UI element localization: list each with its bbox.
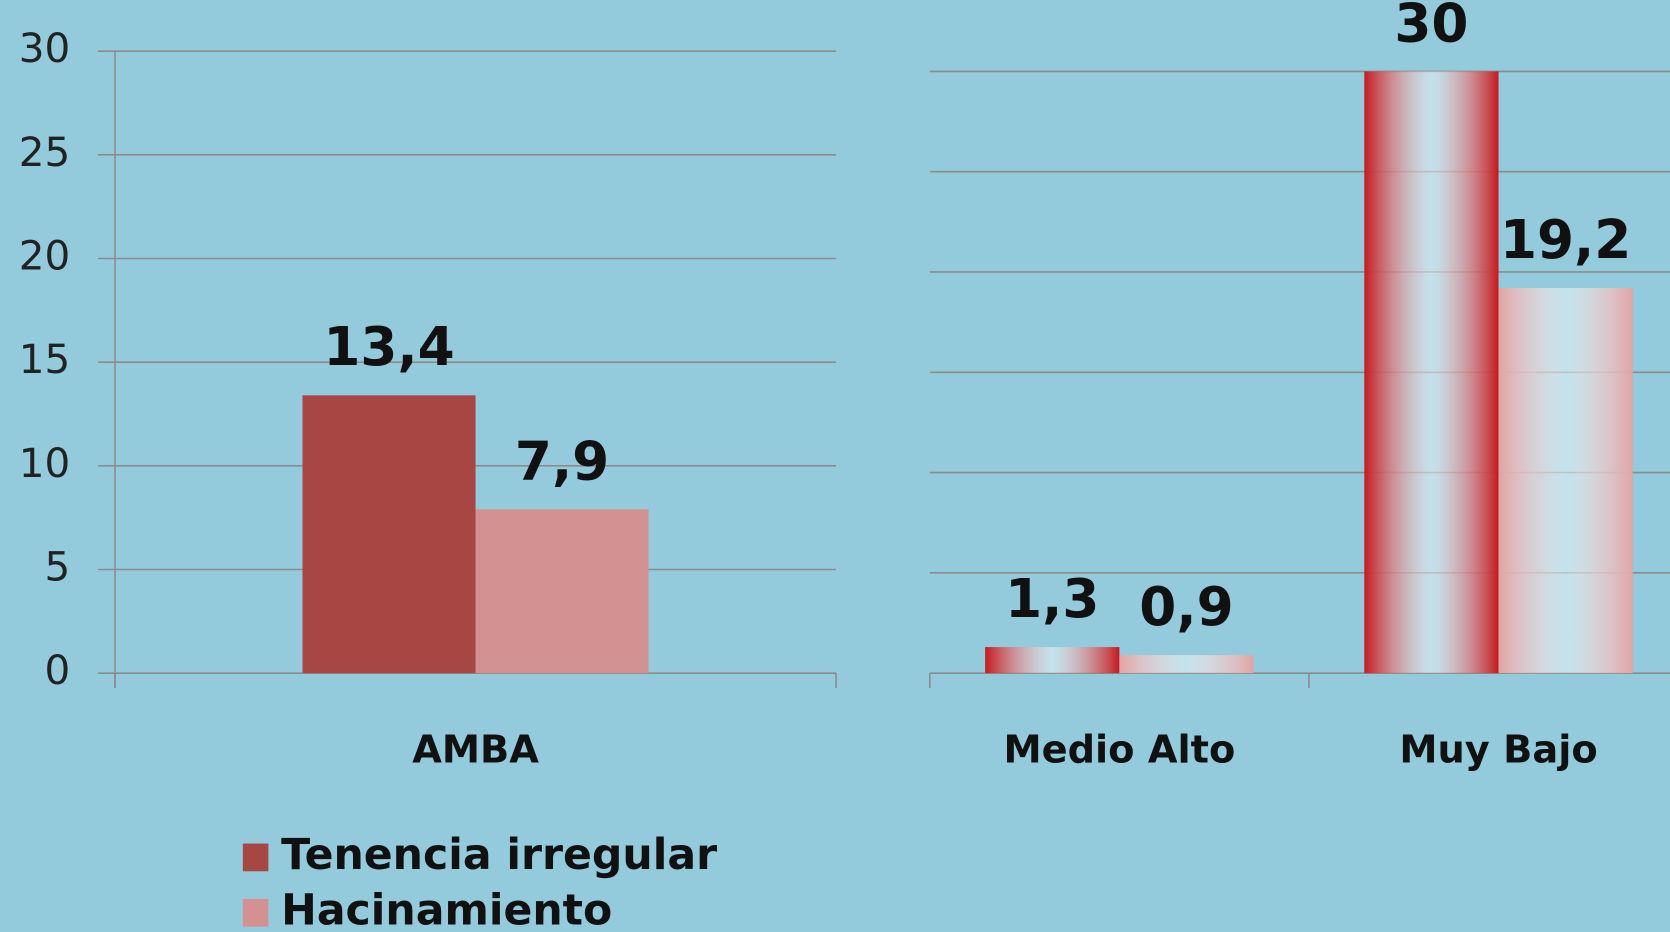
- legend-label: Hacinamiento: [281, 885, 612, 932]
- bar: [1498, 288, 1633, 674]
- value-label: 13,4: [323, 316, 454, 378]
- bar: [302, 395, 476, 674]
- legend-label: Tenencia irregular: [281, 830, 717, 880]
- y-tick-label: 10: [19, 439, 70, 487]
- bar: [475, 509, 649, 674]
- x-tick-label: AMBA: [412, 727, 539, 772]
- value-label: 0,9: [1139, 576, 1233, 638]
- value-label: 7,9: [515, 430, 609, 492]
- bar: [985, 647, 1120, 674]
- y-tick-label: 25: [19, 128, 70, 176]
- value-label: 30: [1394, 0, 1468, 54]
- value-label: 1,3: [1005, 568, 1099, 630]
- y-tick-label: 15: [19, 335, 70, 383]
- y-tick-label: 30: [19, 24, 70, 72]
- x-tick-label: Medio Alto: [1003, 727, 1235, 772]
- legend-swatch: [242, 898, 269, 927]
- x-tick-label: Muy Bajo: [1399, 727, 1597, 772]
- y-tick-label: 20: [19, 231, 70, 279]
- bar: [1119, 655, 1254, 674]
- legend-swatch: [242, 843, 269, 872]
- value-label: 19,2: [1500, 209, 1631, 271]
- y-tick-label: 0: [45, 646, 71, 694]
- bar: [1364, 71, 1499, 674]
- y-tick-label: 5: [45, 542, 71, 590]
